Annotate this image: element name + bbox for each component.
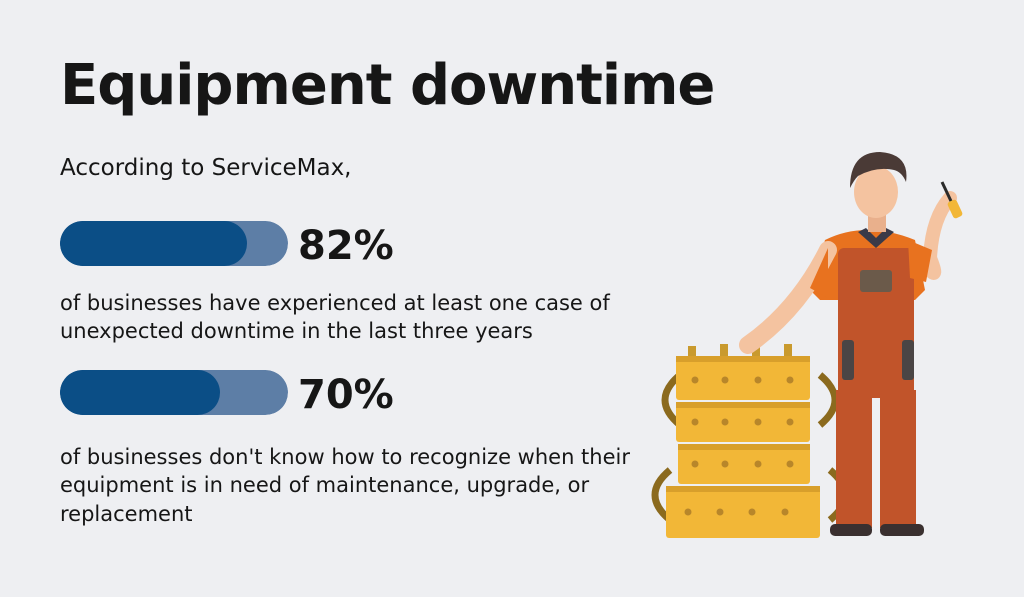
mechanic-icon <box>739 152 963 536</box>
stat-2-percentage: 70% <box>298 372 394 418</box>
page-title: Equipment downtime <box>60 53 715 118</box>
stat-2-description: of businesses don't know how to recogniz… <box>60 445 630 526</box>
stat-1-percentage: 82% <box>298 223 394 269</box>
server-stack-icon <box>651 344 849 538</box>
stat-1-description: of businesses have experienced at least … <box>60 291 610 344</box>
bar-fill <box>60 221 247 266</box>
progress-bar-stat-1 <box>60 221 288 266</box>
intro-text: According to ServiceMax, <box>60 155 352 181</box>
progress-bar-stat-2 <box>60 370 288 415</box>
mechanic-illustration <box>651 152 963 538</box>
bar-fill <box>60 370 220 415</box>
